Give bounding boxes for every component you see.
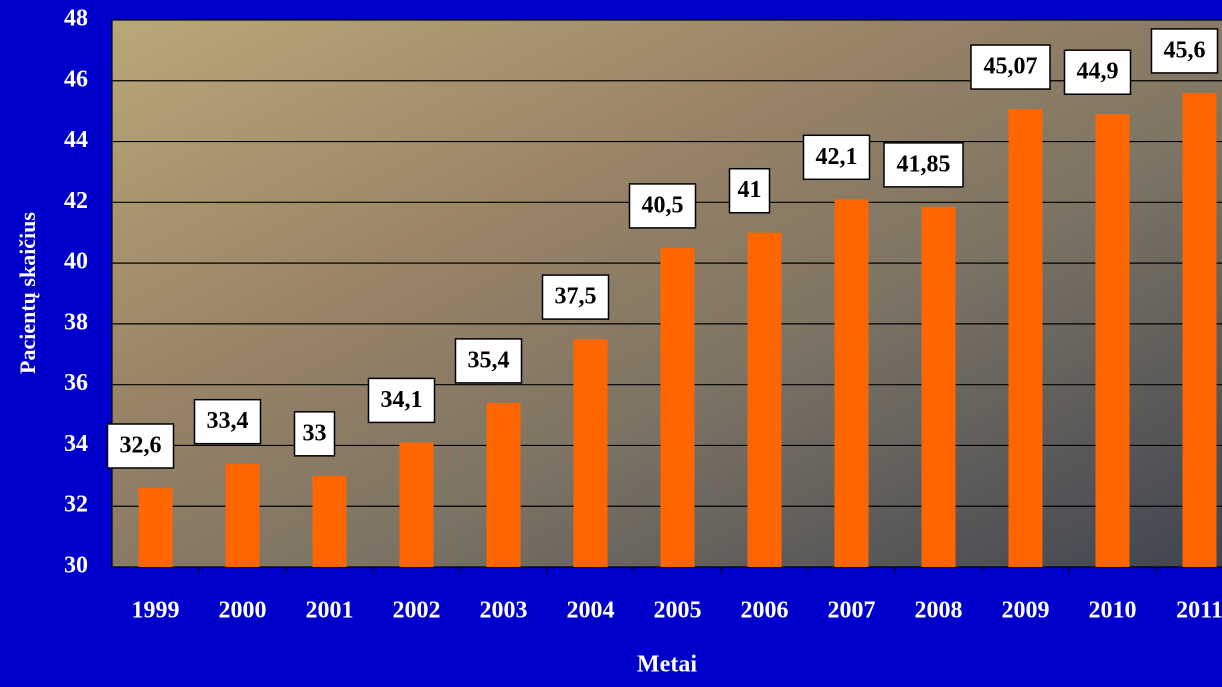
x-tick-label: 2000 <box>219 598 267 624</box>
value-label: 34,1 <box>381 387 423 413</box>
bar <box>835 199 869 567</box>
y-tick-label: 32 <box>64 492 88 518</box>
value-label: 35,4 <box>468 347 510 373</box>
x-axis-title: Metai <box>637 652 697 678</box>
bar <box>1009 109 1043 567</box>
value-label: 32,6 <box>120 432 162 458</box>
x-tick-label: 2011 <box>1176 598 1222 624</box>
bar <box>226 464 260 567</box>
y-tick-label: 38 <box>64 309 88 335</box>
y-tick-label: 42 <box>64 188 88 214</box>
value-label: 45,6 <box>1164 37 1206 63</box>
value-label: 41 <box>738 177 762 203</box>
chart: Metai Pacientų skaičius 30 32 34 36 38 40 42 44… <box>0 0 1222 687</box>
y-tick-label: 44 <box>64 127 88 153</box>
bar <box>1096 114 1130 567</box>
y-tick-label: 30 <box>64 553 88 579</box>
bar <box>487 403 521 567</box>
value-label: 33,4 <box>207 408 249 434</box>
value-label: 45,07 <box>984 54 1038 80</box>
x-tick-label: 2007 <box>828 598 876 624</box>
value-label: 44,9 <box>1077 59 1119 85</box>
bar <box>748 233 782 567</box>
x-tick-label: 2004 <box>567 598 615 624</box>
x-tick-label: 2009 <box>1002 598 1050 624</box>
x-tick-label: 2003 <box>480 598 528 624</box>
bar <box>1183 93 1217 567</box>
y-tick-label: 34 <box>64 431 88 457</box>
bar <box>922 207 956 567</box>
x-tick-label: 2010 <box>1089 598 1137 624</box>
bar <box>661 248 695 567</box>
x-tick-label: 2008 <box>915 598 963 624</box>
bar <box>400 442 434 567</box>
value-label: 33 <box>303 420 327 446</box>
x-tick-label: 2001 <box>306 598 354 624</box>
y-tick-label: 48 <box>64 6 88 32</box>
bar <box>574 339 608 567</box>
value-label: 42,1 <box>816 144 858 170</box>
value-label: 40,5 <box>642 192 684 218</box>
bar <box>313 476 347 567</box>
value-label: 41,85 <box>897 151 951 177</box>
x-tick-label: 2002 <box>393 598 441 624</box>
x-tick-label: 2005 <box>654 598 702 624</box>
x-tick-label: 1999 <box>132 598 180 624</box>
bar <box>139 488 173 567</box>
x-tick-label: 2006 <box>741 598 789 624</box>
y-tick-label: 40 <box>64 249 88 275</box>
page: {"chart_data": {"type": "bar", "x_label"… <box>0 0 1222 687</box>
y-tick-label: 36 <box>64 370 88 396</box>
y-tick-label: 46 <box>64 66 88 92</box>
value-label: 37,5 <box>555 284 597 310</box>
y-axis-title: Pacientų skaičius <box>15 212 40 374</box>
